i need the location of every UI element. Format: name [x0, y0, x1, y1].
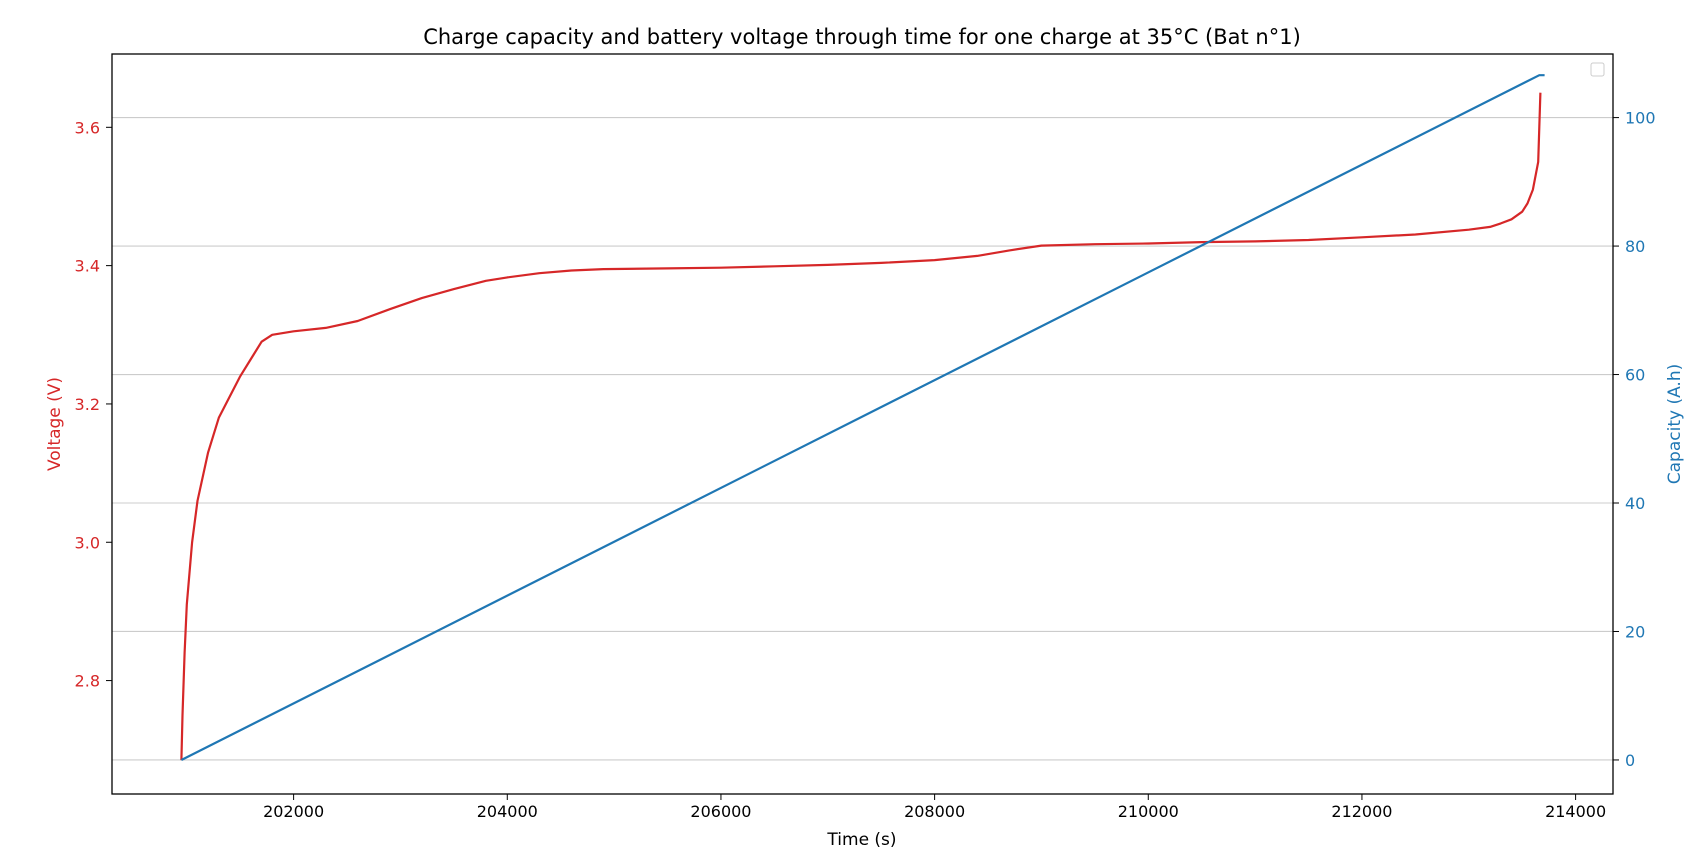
y-axis-right-label: Capacity (A.h)	[1665, 364, 1685, 484]
plot-frame	[111, 53, 1614, 795]
y-axis-left-label: Voltage (V)	[45, 377, 65, 471]
y-left-tick-label: 3.2	[75, 395, 100, 414]
voltage-line	[180, 92, 1542, 761]
y-left-tick-label: 3.6	[75, 118, 100, 137]
y-right-tick-label: 40	[1625, 494, 1645, 513]
y-left-tick-label: 3.0	[75, 533, 100, 552]
y-right-tick-label: 60	[1625, 366, 1645, 385]
x-tick-label: 214000	[1545, 802, 1606, 821]
y-right-tick-label: 80	[1625, 237, 1645, 256]
x-tick-label: 202000	[263, 802, 324, 821]
x-tick-label: 208000	[904, 802, 965, 821]
x-axis-label: Time (s)	[826, 830, 896, 850]
y-right-tick-label: 20	[1625, 622, 1645, 641]
y-right-tick-label: 100	[1625, 109, 1656, 128]
capacity-line	[180, 74, 1545, 761]
y-right-tick-label: 0	[1625, 751, 1635, 770]
legend-box	[1590, 62, 1605, 77]
y-left-tick-label: 2.8	[75, 672, 100, 691]
y-axis-left: 2.8 3.0 3.2 3.4 3.6	[75, 118, 112, 691]
x-tick-label: 206000	[690, 802, 751, 821]
x-tick-label: 210000	[1118, 802, 1179, 821]
y-axis-right: 0 20 40 60 80 100	[1613, 109, 1656, 770]
grid-lines	[112, 117, 1613, 761]
x-tick-label: 204000	[477, 802, 538, 821]
chart-title: Charge capacity and battery voltage thro…	[423, 25, 1301, 49]
x-tick-label: 212000	[1331, 802, 1392, 821]
x-axis: 202000 204000 206000 208000 210000 212000 2140…	[263, 794, 1606, 821]
y-left-tick-label: 3.4	[75, 257, 100, 276]
series-group	[180, 74, 1545, 761]
